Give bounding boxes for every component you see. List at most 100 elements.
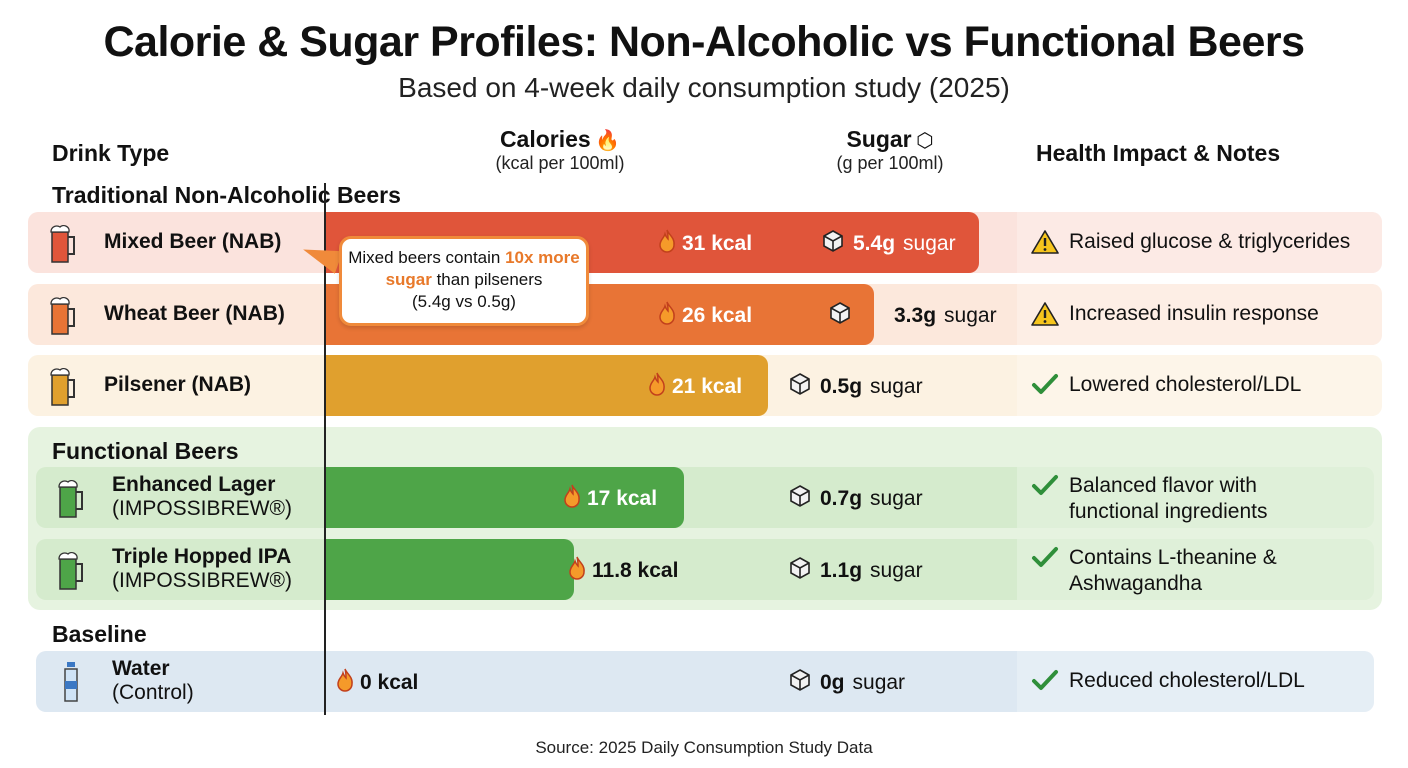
check-icon — [1031, 668, 1059, 699]
drink-brand: (IMPOSSIBREW®) — [112, 569, 292, 592]
sugar-cube-icon: ⬡ — [916, 130, 934, 152]
health-note: Balanced flavor with functional ingredie… — [1031, 473, 1351, 525]
notes-cell — [1017, 212, 1382, 273]
calorie-bar — [325, 467, 684, 528]
sugar-label: 0.5g sugar — [788, 372, 923, 402]
sugar-value: 0g — [820, 671, 845, 694]
health-note-text: Raised glucose & triglycerides — [1069, 230, 1351, 253]
beer-glass-icon — [48, 294, 78, 336]
annotation-values: (5.4g vs 0.5g) — [412, 292, 516, 311]
sugar-value: 0.7g — [820, 487, 863, 510]
annotation-text-post: than pilseners — [431, 270, 543, 289]
notes-cell — [1017, 355, 1382, 416]
sugar-label: 5.4g sugar — [821, 229, 956, 259]
data-row: Water (Control) 0 kcal 0g sugar Reduced chole… — [36, 651, 1374, 712]
sugar-cube-icon — [788, 668, 812, 698]
group-label-traditional: Traditional Non-Alcoholic Beers — [52, 182, 401, 208]
flame-icon — [648, 372, 666, 402]
drink-brand: (Control) — [112, 681, 194, 704]
header-calories-label: Calories — [499, 126, 591, 152]
health-note: Raised glucose & triglycerides — [1031, 229, 1351, 262]
sugar-unit: sugar — [870, 375, 923, 398]
beer-glass-icon — [48, 365, 78, 407]
sugar-unit: sugar — [944, 304, 997, 327]
drink-name: Triple Hopped IPA (IMPOSSIBREW®) — [112, 545, 292, 593]
calorie-label: 26 kcal — [658, 301, 752, 331]
health-note-text: Increased insulin response — [1069, 302, 1319, 325]
sugar-cube-icon — [788, 484, 812, 514]
data-row: Mixed Beer (NAB) 31 kcal 5.4g sugar Raised g… — [28, 212, 1382, 273]
notes-cell — [1017, 539, 1374, 600]
health-note: Contains L-theanine & Ashwagandha — [1031, 545, 1351, 597]
source-note: Source: 2025 Daily Consumption Study Dat… — [535, 738, 873, 757]
sugar-value: 3.3g — [894, 304, 937, 327]
chart-subtitle: Based on 4-week daily consumption study … — [398, 72, 1010, 103]
calorie-value: 21 kcal — [672, 375, 743, 398]
data-row: Wheat Beer (NAB) 26 kcal 3.3g sugar Increase… — [28, 284, 1382, 345]
notes-cell — [1017, 284, 1382, 345]
calorie-bar — [325, 539, 574, 600]
sugar-label: 0g sugar — [788, 668, 905, 698]
warning-icon — [1031, 229, 1059, 262]
health-note: Lowered cholesterol/LDL — [1031, 372, 1351, 403]
flame-icon — [658, 229, 676, 259]
sugar-label: 3.3g sugar — [828, 301, 997, 331]
sugar-label: 0.7g sugar — [788, 484, 923, 514]
notes-cell — [1017, 467, 1374, 528]
sugar-cube-icon — [821, 229, 845, 259]
warning-icon — [1031, 301, 1059, 334]
drink-brand: (IMPOSSIBREW®) — [112, 497, 292, 520]
calorie-label: 11.8 kcal — [568, 556, 678, 586]
group-label-functional: Functional Beers — [52, 438, 239, 464]
sugar-label: 1.1g sugar — [788, 556, 923, 586]
check-icon — [1031, 473, 1059, 504]
drink-name-label: Water — [112, 657, 170, 680]
annotation-text: Mixed beers contain — [348, 248, 506, 267]
axis-line — [324, 183, 326, 715]
drink-name-label: Mixed Beer (NAB) — [104, 230, 282, 253]
drink-name-label: Pilsener (NAB) — [104, 373, 252, 396]
data-row: Pilsener (NAB) 21 kcal 0.5g sugar Lowered ch… — [28, 355, 1382, 416]
flame-icon — [563, 484, 581, 514]
header-sugar-unit: (g per 100ml) — [836, 153, 944, 173]
drink-name: Mixed Beer (NAB) — [104, 230, 281, 254]
calorie-value: 0 kcal — [360, 671, 419, 694]
header-sugar-label: Sugar — [846, 126, 912, 152]
health-note: Increased insulin response — [1031, 301, 1351, 334]
beer-glass-icon — [56, 549, 86, 591]
annotation-highlight: 10x more sugar — [385, 248, 580, 289]
health-note-text: Balanced flavor with functional ingredie… — [1069, 474, 1268, 523]
health-note-text: Reduced cholesterol/LDL — [1069, 669, 1305, 692]
sugar-unit: sugar — [852, 671, 906, 694]
drink-name-label: Wheat Beer (NAB) — [104, 302, 285, 325]
drink-name: Wheat Beer (NAB) — [104, 302, 285, 326]
beer-glass-icon — [48, 222, 78, 264]
sugar-unit: sugar — [870, 559, 923, 582]
sugar-value: 5.4g — [853, 232, 896, 255]
calorie-label: 31 kcal — [658, 229, 752, 259]
header-calories-unit: (kcal per 100ml) — [495, 153, 625, 173]
calorie-value: 31 kcal — [682, 232, 753, 255]
calorie-value: 11.8 kcal — [592, 559, 679, 582]
flame-icon — [568, 556, 586, 586]
sugar-unit: sugar — [870, 487, 923, 510]
drink-name: Enhanced Lager (IMPOSSIBREW®) — [112, 473, 292, 521]
sugar-value: 1.1g — [820, 559, 863, 582]
calorie-label: 0 kcal — [336, 668, 418, 698]
calorie-value: 17 kcal — [587, 487, 658, 510]
calorie-value: 26 kcal — [682, 304, 753, 327]
header-drink-type: Drink Type — [52, 140, 170, 166]
notes-cell — [1017, 651, 1374, 712]
calorie-label: 21 kcal — [648, 372, 742, 402]
flame-icon — [336, 668, 354, 698]
group-label-baseline: Baseline — [52, 621, 147, 647]
beer-glass-icon — [56, 477, 86, 519]
health-note: Reduced cholesterol/LDL — [1031, 668, 1351, 699]
check-icon — [1031, 545, 1059, 576]
drink-name-label: Triple Hopped IPA — [112, 545, 292, 568]
calorie-bar — [325, 355, 769, 416]
header-sugar: Sugar ⬡ (g per 100ml) — [790, 126, 990, 174]
health-note-text: Lowered cholesterol/LDL — [1069, 373, 1302, 396]
sugar-cube-icon — [788, 556, 812, 586]
drink-name: Water (Control) — [112, 657, 194, 705]
